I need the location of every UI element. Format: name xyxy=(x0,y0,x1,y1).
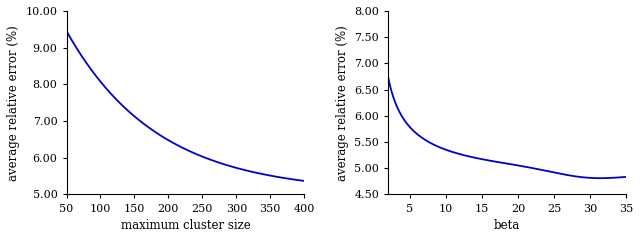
X-axis label: beta: beta xyxy=(494,219,520,232)
X-axis label: maximum cluster size: maximum cluster size xyxy=(120,219,250,232)
Y-axis label: average relative error (%): average relative error (%) xyxy=(336,25,349,181)
Y-axis label: average relative error (%): average relative error (%) xyxy=(7,25,20,181)
